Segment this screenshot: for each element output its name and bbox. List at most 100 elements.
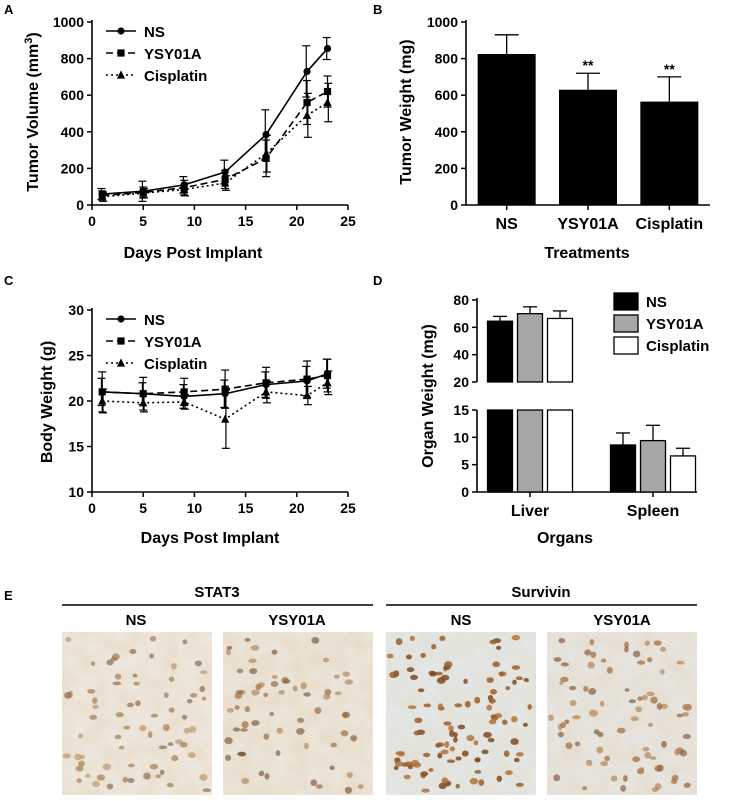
ihc-nucleus <box>257 682 265 688</box>
panel-c-legend-marker <box>117 315 125 323</box>
ihc-nucleus <box>647 657 653 663</box>
ihc-nucleus <box>202 788 212 793</box>
ihc-nucleus <box>168 676 175 682</box>
ihc-nucleus <box>440 749 449 755</box>
ihc-nucleus <box>505 686 511 691</box>
panel-letter-a: A <box>4 2 14 17</box>
ihc-nucleus <box>244 706 251 713</box>
ihc-nuclei <box>386 634 532 793</box>
panel-c-x-tick-label: 5 <box>139 500 147 516</box>
ihc-nucleus <box>324 688 332 696</box>
ihc-nucleus <box>503 750 510 758</box>
ihc-nucleus <box>582 786 588 791</box>
panel-c-data-point <box>180 388 188 396</box>
ihc-nucleus <box>513 757 520 763</box>
panel-a-series-ns <box>97 36 332 202</box>
ihc-nucleus <box>244 637 251 642</box>
ihc-nucleus <box>423 703 432 708</box>
panel-c-legend-label: YSY01A <box>144 334 202 351</box>
panel-d-y-tick-label: 60 <box>453 319 469 335</box>
ihc-nucleus <box>568 685 577 691</box>
panel-c-legend-marker <box>116 358 126 367</box>
ihc-nucleus <box>92 697 98 704</box>
panel-d-bar-liver-ns-lower <box>486 409 514 493</box>
ihc-nucleus <box>604 755 611 762</box>
panel-d-bar-liver-cisplatin-upper <box>546 317 574 383</box>
ihc-nucleus <box>461 750 469 757</box>
ihc-nucleus <box>199 685 206 693</box>
ihc-nucleus <box>241 721 249 729</box>
ihc-nucleus <box>489 639 497 645</box>
ihc-nucleus <box>240 728 248 732</box>
ihc-nucleus <box>304 742 309 750</box>
ihc-nucleus <box>548 714 554 721</box>
ihc-nucleus <box>133 681 141 686</box>
ihc-nucleus <box>322 657 330 663</box>
ihc-nucleus <box>420 771 428 776</box>
panel-d-bar-liver-ns-upper <box>486 320 514 383</box>
panel-a-series-cisplatin <box>98 82 333 202</box>
ihc-nucleus <box>409 635 415 642</box>
ihc-nucleus <box>616 727 626 734</box>
panel-a-y-tick-label: 600 <box>61 87 85 103</box>
ihc-nucleus <box>342 671 350 677</box>
ihc-nucleus <box>281 676 289 684</box>
ihc-nucleus <box>606 666 613 674</box>
ihc-nucleus <box>271 649 278 655</box>
ihc-nucleus <box>166 782 174 788</box>
column-label-survivin-ns: NS <box>451 612 472 629</box>
ihc-nucleus <box>412 762 422 768</box>
ihc-nucleus <box>650 756 657 760</box>
panel-c-y-tick-label: 30 <box>68 302 84 318</box>
ihc-nucleus <box>422 752 431 758</box>
ihc-nucleus <box>487 737 495 743</box>
ihc-nucleus <box>389 671 398 679</box>
ihc-nucleus <box>644 752 652 759</box>
ihc-nucleus <box>314 707 322 715</box>
ihc-nucleus <box>139 725 147 732</box>
ihc-nucleus <box>115 712 124 718</box>
ihc-nucleus <box>68 690 73 698</box>
ihc-nucleus <box>676 713 684 718</box>
panel-d-x-tick-label: Spleen <box>627 503 679 520</box>
ihc-nucleus <box>226 708 234 713</box>
ihc-nucleus <box>644 640 650 646</box>
ihc-nucleus <box>560 662 569 667</box>
ihc-nucleus <box>496 775 503 782</box>
ihc-nucleus <box>162 724 170 732</box>
ihc-nucleus <box>171 755 179 762</box>
ihc-nucleus <box>466 734 475 742</box>
ihc-nucleus <box>474 696 481 704</box>
panel-b-x-tick-label: NS <box>496 216 519 233</box>
ihc-nucleus <box>234 692 243 699</box>
ihc-nucleus <box>515 676 523 681</box>
ihc-nucleus <box>127 778 135 784</box>
panel-c-line-chart: C 10 15 20 25 30 0 5 10 15 20 25 NS YSY01A Cisplatin… <box>4 273 356 547</box>
ihc-nucleus <box>431 644 437 650</box>
ihc-nucleus <box>449 730 455 737</box>
panel-b-y-tick-label: 0 <box>450 197 458 213</box>
ihc-nucleus <box>149 635 157 642</box>
ihc-nucleus <box>464 700 471 708</box>
ihc-nucleus <box>628 699 637 704</box>
ihc-nucleus <box>589 709 598 717</box>
ihc-nucleus <box>515 782 524 787</box>
panel-c-data-point <box>323 378 332 387</box>
panel-b-x-axis-title: Treatments <box>544 245 629 262</box>
panel-c-series-cisplatin <box>98 370 333 449</box>
ihc-nucleus <box>676 660 685 665</box>
ihc-nucleus <box>455 783 460 789</box>
panel-a-y-tick-label: 200 <box>61 160 85 176</box>
ihc-nucleus <box>249 668 258 675</box>
ihc-nucleus <box>488 719 497 725</box>
panel-b-y-tick-label: 400 <box>435 124 459 140</box>
ihc-nucleus <box>132 673 138 678</box>
ihc-nucleus <box>473 740 479 746</box>
panel-a-series-line <box>102 48 329 195</box>
ihc-nucleus <box>661 740 667 748</box>
ihc-nucleus <box>469 777 479 785</box>
panel-d-legend-label: NS <box>646 294 667 311</box>
ihc-nucleus <box>150 713 159 718</box>
ihc-nucleus <box>181 714 188 720</box>
ihc-nucleus <box>600 761 609 767</box>
